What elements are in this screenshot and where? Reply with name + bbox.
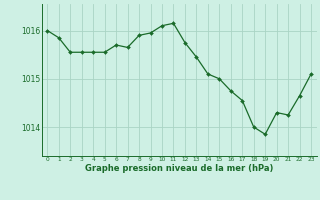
X-axis label: Graphe pression niveau de la mer (hPa): Graphe pression niveau de la mer (hPa) [85, 164, 273, 173]
